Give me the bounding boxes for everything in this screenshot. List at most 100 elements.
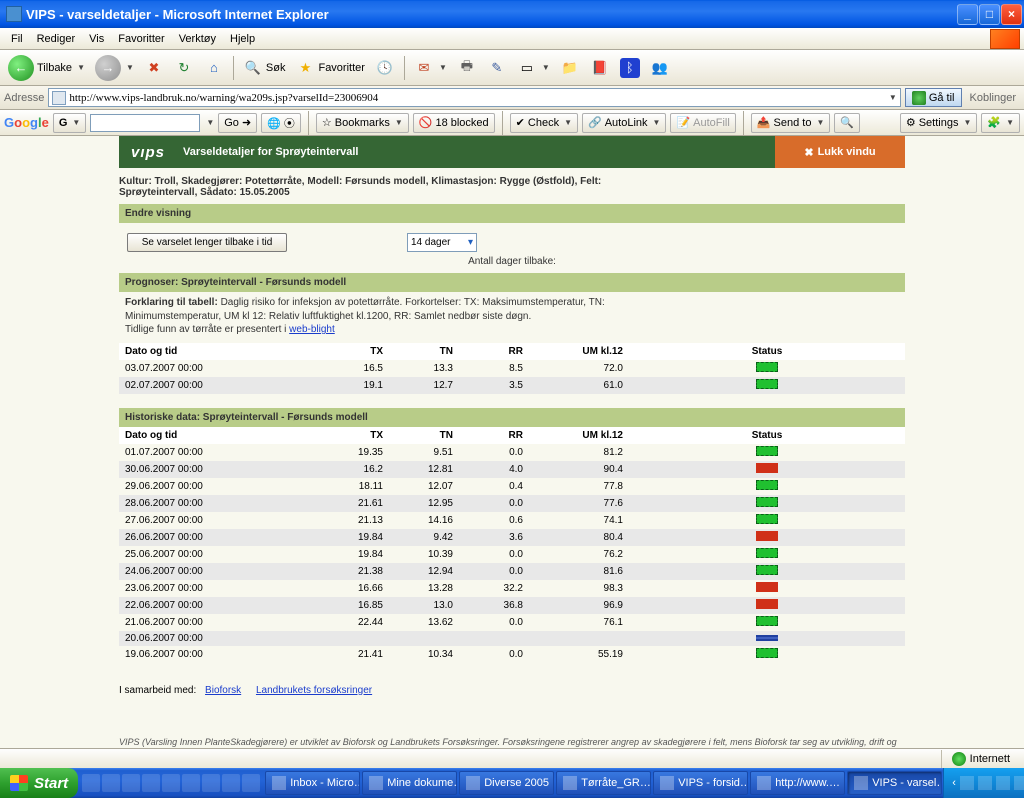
autolink-button[interactable]: 🔗 AutoLink▼ <box>582 113 666 133</box>
col-um: UM kl.12 <box>529 343 629 360</box>
days-select[interactable]: 14 dager▾ <box>407 233 477 252</box>
table-row: 25.06.2007 00:0019.8410.390.076.2 <box>119 546 905 563</box>
history-button[interactable]: 🕓 <box>371 54 399 82</box>
ql-app6-icon[interactable] <box>242 774 260 792</box>
research-button[interactable]: 📕 <box>586 54 614 82</box>
historical-table: Dato og tid TX TN RR UM kl.12 Status 01.… <box>119 427 905 663</box>
app-icon <box>6 6 22 22</box>
menu-rediger[interactable]: Rediger <box>30 31 83 47</box>
go-button[interactable]: Gå til <box>905 88 962 107</box>
extra-button[interactable]: 🧩▼ <box>981 113 1020 133</box>
table-row: 20.06.2007 00:00 <box>119 631 905 646</box>
bookmarks-button[interactable]: ☆ Bookmarks▼ <box>316 113 409 133</box>
google-scope[interactable]: 🌐 ⦿ <box>261 113 301 133</box>
address-label: Adresse <box>4 92 44 104</box>
google-toolbar: Google G▼ ▼ Go ➜ 🌐 ⦿ ☆ Bookmarks▼ 🚫 18 b… <box>0 110 1024 136</box>
url-box[interactable]: ▼ <box>48 88 900 107</box>
sendto-button[interactable]: 📤 Send to▼ <box>751 113 831 133</box>
window-titlebar: VIPS - varseldetaljer - Microsoft Intern… <box>0 0 1024 28</box>
col-tx: TX <box>319 427 389 444</box>
google-more[interactable]: 🔍 <box>834 113 860 133</box>
forward-button[interactable]: →▼ <box>91 54 138 82</box>
back-button[interactable]: ←Tilbake▼ <box>4 54 89 82</box>
refresh-button[interactable]: ↻ <box>170 54 198 82</box>
url-dropdown[interactable]: ▼ <box>889 93 897 102</box>
bt-button[interactable]: ᛒ <box>616 54 644 82</box>
messenger-button[interactable]: 👥 <box>646 54 674 82</box>
ql-outlook-icon[interactable] <box>102 774 120 792</box>
windows-icon <box>10 775 28 791</box>
menu-hjelp[interactable]: Hjelp <box>223 31 262 47</box>
search-button[interactable]: 🔍Søk <box>239 54 290 82</box>
taskbar-task[interactable]: Tørråte_GR… <box>556 771 651 795</box>
menu-fil[interactable]: Fil <box>4 31 30 47</box>
taskbar-task[interactable]: Inbox - Micro… <box>265 771 360 795</box>
prognosis-table: Dato og tid TX TN RR UM kl.12 Status 03.… <box>119 343 905 394</box>
settings-button[interactable]: ⚙ Settings▼ <box>900 113 978 133</box>
tray-icon-4[interactable] <box>1014 776 1024 790</box>
maximize-button[interactable]: □ <box>979 4 1000 25</box>
menu-verktoy[interactable]: Verktøy <box>172 31 223 47</box>
table-row: 27.06.2007 00:0021.1314.160.674.1 <box>119 512 905 529</box>
status-badge <box>756 446 778 456</box>
taskbar-task[interactable]: Mine dokume… <box>362 771 457 795</box>
see-earlier-button[interactable]: Se varselet lenger tilbake i tid <box>127 233 287 252</box>
tray-icon-3[interactable] <box>996 776 1010 790</box>
ql-desktop-icon[interactable] <box>122 774 140 792</box>
status-badge <box>756 635 778 641</box>
quick-launch <box>78 768 264 798</box>
check-button[interactable]: ✔ Check▼ <box>510 113 578 133</box>
tray-expand[interactable]: ‹ <box>952 777 956 789</box>
folder-button[interactable]: 📁 <box>556 54 584 82</box>
taskbar-task[interactable]: Diverse 2005 <box>459 771 554 795</box>
days-caption: Antall dager tilbake: <box>119 254 905 273</box>
google-logo[interactable]: Google <box>4 115 49 130</box>
menu-favoritter[interactable]: Favoritter <box>111 31 171 47</box>
forsoksringer-link[interactable]: Landbrukets forsøksringer <box>256 685 372 696</box>
close-window-button[interactable]: ✖ Lukk vindu <box>775 136 905 168</box>
section-historical: Historiske data: Sprøyteintervall - Førs… <box>119 408 905 427</box>
ql-app1-icon[interactable] <box>142 774 160 792</box>
tray-icon-2[interactable] <box>978 776 992 790</box>
menu-vis[interactable]: Vis <box>82 31 111 47</box>
taskbar-task[interactable]: VIPS - varsel… <box>847 771 942 795</box>
partner-row: I samarbeid med: Bioforsk Landbrukets fo… <box>119 663 905 706</box>
taskbar-task[interactable]: http://www.… <box>750 771 845 795</box>
ql-app5-icon[interactable] <box>222 774 240 792</box>
discuss-button[interactable]: ▭▼ <box>513 54 554 82</box>
google-search-dropdown[interactable]: ▼ <box>206 118 214 127</box>
status-badge <box>756 582 778 592</box>
favorites-button[interactable]: ★Favoritter <box>291 54 368 82</box>
close-button[interactable]: × <box>1001 4 1022 25</box>
google-search-input[interactable] <box>90 114 200 132</box>
ql-app3-icon[interactable] <box>182 774 200 792</box>
ql-app2-icon[interactable] <box>162 774 180 792</box>
address-bar: Adresse ▼ Gå til Koblinger <box>0 86 1024 110</box>
tray-icon-1[interactable] <box>960 776 974 790</box>
table-row: 23.06.2007 00:0016.6613.2832.298.3 <box>119 580 905 597</box>
web-blight-link[interactable]: web-blight <box>289 324 335 335</box>
ql-ie-icon[interactable] <box>82 774 100 792</box>
ql-app4-icon[interactable] <box>202 774 220 792</box>
bioforsk-link[interactable]: Bioforsk <box>205 685 241 696</box>
internet-zone-icon <box>952 752 966 766</box>
status-badge <box>756 514 778 524</box>
url-input[interactable] <box>69 92 884 104</box>
mail-button[interactable]: ✉▼ <box>410 54 451 82</box>
links-label[interactable]: Koblinger <box>966 92 1020 104</box>
system-tray: ‹ NO 11:36 <box>943 768 1024 798</box>
status-badge <box>756 379 778 389</box>
blocked-button[interactable]: 🚫 18 blocked <box>413 113 495 133</box>
home-button[interactable]: ⌂ <box>200 54 228 82</box>
minimize-button[interactable]: _ <box>957 4 978 25</box>
autofill-button[interactable]: 📝 AutoFill <box>670 113 735 133</box>
google-menu[interactable]: G▼ <box>53 113 86 133</box>
start-button[interactable]: Start <box>0 768 78 798</box>
taskbar-task[interactable]: VIPS - forsid… <box>653 771 748 795</box>
print-button[interactable]: 🖶 <box>453 54 481 82</box>
status-badge <box>756 565 778 575</box>
stop-button[interactable]: ✖ <box>140 54 168 82</box>
google-go-button[interactable]: Go ➜ <box>218 113 257 133</box>
edit-button[interactable]: ✎ <box>483 54 511 82</box>
vips-logo: vıps <box>131 144 165 161</box>
